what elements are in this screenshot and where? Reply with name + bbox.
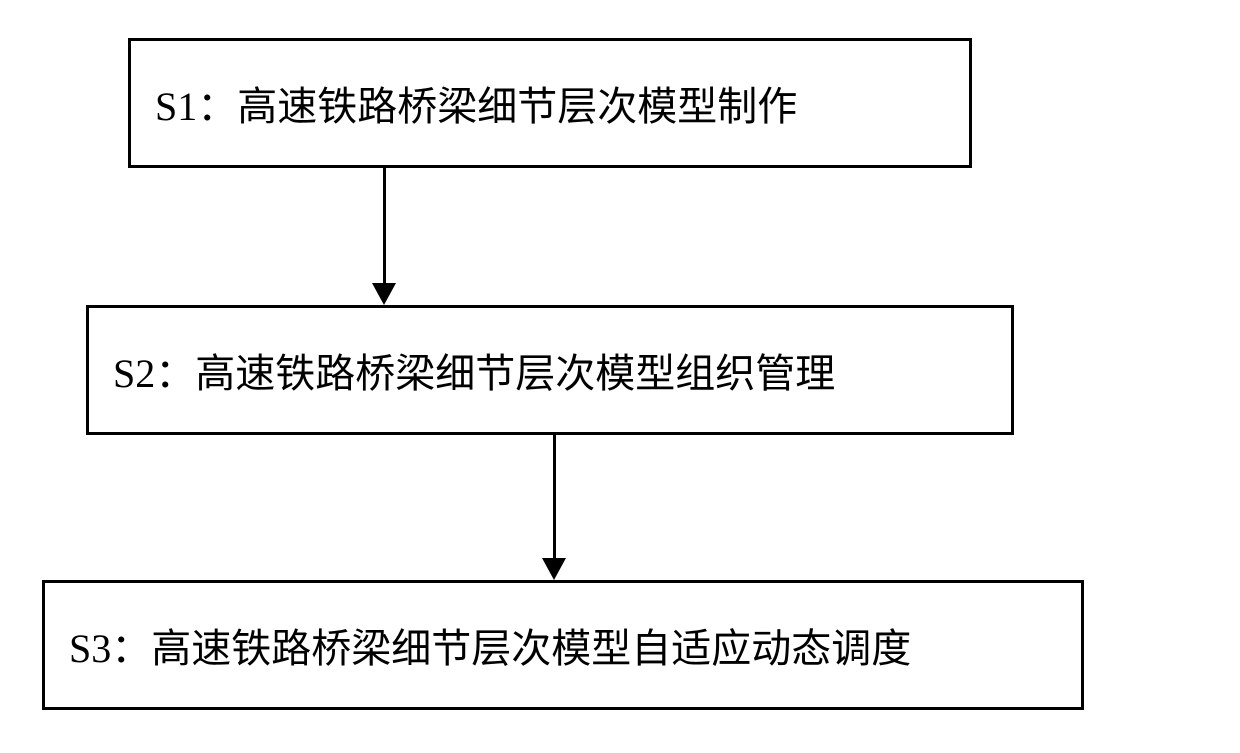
flowchart-canvas: S1：高速铁路桥梁细节层次模型制作 S2：高速铁路桥梁细节层次模型组织管理 S3… (0, 0, 1240, 753)
node-label: S3：高速铁路桥梁细节层次模型自适应动态调度 (69, 616, 911, 674)
flowchart-node-s2: S2：高速铁路桥梁细节层次模型组织管理 (86, 305, 1014, 435)
flowchart-node-s3: S3：高速铁路桥梁细节层次模型自适应动态调度 (42, 580, 1084, 710)
flowchart-node-s1: S1：高速铁路桥梁细节层次模型制作 (128, 38, 972, 168)
flowchart-arrow (553, 435, 556, 558)
arrow-head-icon (542, 558, 566, 580)
flowchart-arrow (383, 168, 386, 283)
node-label: S1：高速铁路桥梁细节层次模型制作 (155, 74, 797, 132)
node-label: S2：高速铁路桥梁细节层次模型组织管理 (113, 341, 835, 399)
arrow-head-icon (372, 283, 396, 305)
